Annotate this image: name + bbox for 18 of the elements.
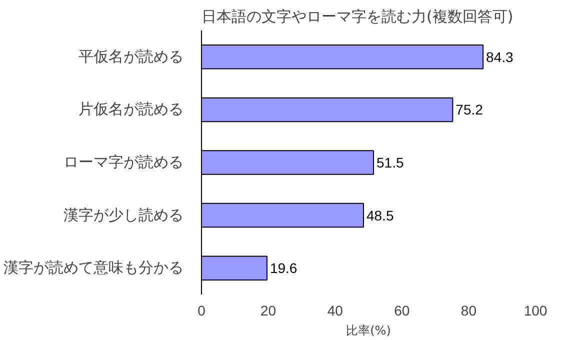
data-label: 19.6 (270, 260, 298, 276)
y-tick-label: 片仮名が読める (78, 101, 184, 118)
y-tick-label: 漢字が読めて意味も分かる (4, 260, 184, 277)
x-tick-label: 20 (260, 302, 276, 318)
x-axis-title: 比率(%) (346, 324, 391, 338)
x-tick-label: 40 (327, 302, 344, 318)
data-label: 75.2 (456, 102, 484, 118)
x-tick-label: 80 (460, 302, 477, 318)
data-label: 51.5 (376, 154, 404, 170)
x-tick-label: 60 (394, 302, 410, 318)
x-tick-label: 100 (524, 302, 548, 318)
data-label: 84.3 (486, 48, 514, 65)
x-tick-label: 0 (198, 302, 206, 318)
y-tick-label: 漢字が少し読める (64, 206, 184, 224)
data-label: 48.5 (366, 207, 394, 224)
chart-title: 日本語の文字やローマ字を読む力(複数回答可) (202, 8, 514, 26)
y-tick-label: ローマ字が読める (64, 154, 184, 171)
y-tick-label: 平仮名が読める (78, 48, 184, 66)
